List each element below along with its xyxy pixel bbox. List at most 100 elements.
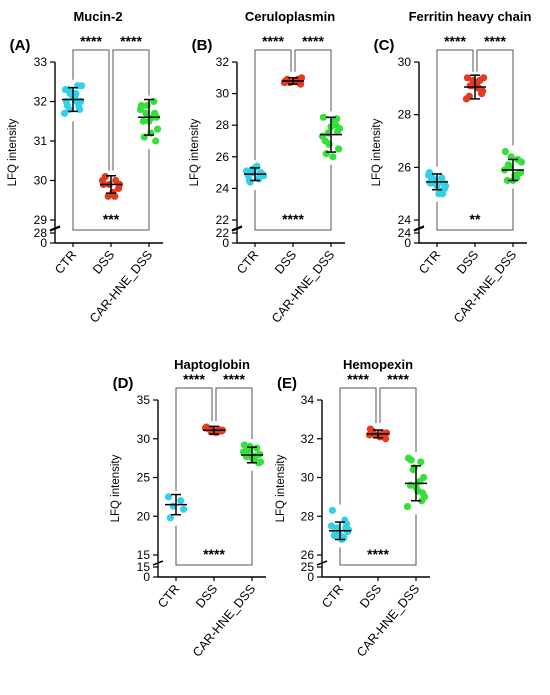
y-tick-label: 25 bbox=[137, 471, 151, 485]
y-tick-label: 30 bbox=[137, 432, 151, 446]
data-point bbox=[504, 161, 512, 169]
significance-label: **** bbox=[223, 371, 245, 387]
axis-break-mark bbox=[316, 560, 328, 566]
data-point bbox=[139, 117, 147, 125]
panel-label: (A) bbox=[10, 37, 31, 54]
y-tick-label: 0 bbox=[222, 236, 229, 250]
chart-title: Hemopexin bbox=[343, 357, 413, 372]
y-tick-label: 24 bbox=[398, 226, 412, 240]
y-tick-label: 26 bbox=[216, 150, 230, 164]
data-point bbox=[153, 125, 162, 133]
y-tick-label: 35 bbox=[137, 393, 151, 407]
data-point bbox=[142, 109, 150, 117]
y-tick-label: 32 bbox=[301, 432, 315, 446]
significance-label: **** bbox=[367, 546, 389, 562]
data-point bbox=[329, 153, 337, 161]
data-point bbox=[333, 115, 341, 123]
chart-panel-4: Haptoglobin(D)LFQ intensity1520253035150… bbox=[110, 357, 266, 660]
axis-break-mark bbox=[231, 225, 243, 231]
data-point bbox=[104, 192, 112, 200]
data-point bbox=[478, 90, 486, 98]
data-point bbox=[246, 178, 254, 186]
data-point bbox=[180, 505, 188, 513]
data-point bbox=[479, 74, 488, 82]
data-point bbox=[72, 90, 80, 98]
data-point bbox=[280, 78, 289, 87]
significance-label: **** bbox=[282, 211, 304, 227]
significance-bracket bbox=[476, 49, 514, 146]
y-tick-label: 0 bbox=[307, 570, 314, 584]
chart-title: Ferritin heavy chain bbox=[409, 9, 532, 24]
chart-panel-2: Ceruloplasmin (B) LFQ intensity 22 24 26 28 30 3… bbox=[189, 9, 345, 326]
y-tick-label: 0 bbox=[40, 236, 47, 250]
significance-bracket bbox=[294, 49, 332, 112]
y-tick-label: 0 bbox=[404, 236, 411, 250]
x-tick-label: DSS bbox=[454, 248, 481, 277]
significance-label: **** bbox=[302, 33, 324, 49]
data-point bbox=[462, 95, 471, 103]
axis-break-mark bbox=[413, 226, 425, 232]
significance-bracket bbox=[175, 470, 253, 566]
y-axis-label: LFQ intensity bbox=[275, 454, 287, 522]
chart-title: Mucin-2 bbox=[73, 9, 122, 24]
y-axis-label: LFQ intensity bbox=[110, 454, 122, 522]
y-tick-label: 22 bbox=[216, 226, 230, 240]
significance-bracket bbox=[254, 49, 292, 161]
data-point bbox=[152, 137, 160, 145]
y-tick-label: 30 bbox=[216, 87, 230, 101]
x-tick-label: DSS bbox=[357, 582, 384, 611]
data-point bbox=[382, 435, 390, 443]
y-tick-label: 30 bbox=[34, 174, 48, 188]
y-axis-label: LFQ intensity bbox=[189, 118, 201, 186]
data-point bbox=[151, 109, 159, 117]
y-tick-label: 30 bbox=[301, 471, 315, 485]
data-point bbox=[75, 101, 83, 110]
data-point bbox=[111, 192, 119, 200]
chart-panel-5: Hemopexin (E) LFQ intensity 26 28 30 32 34 250 CT… bbox=[275, 357, 430, 660]
axis-break-mark bbox=[231, 226, 243, 232]
data-point bbox=[327, 522, 336, 530]
data-point bbox=[166, 514, 174, 522]
data-point bbox=[60, 109, 69, 117]
chart-panel-3: Ferritin heavy chain (C) LFQ intensity 24 26… bbox=[371, 9, 531, 326]
y-tick-label: 34 bbox=[301, 393, 315, 407]
data-point bbox=[331, 528, 339, 536]
significance-label: **** bbox=[120, 33, 142, 49]
x-tick-label: CTR bbox=[416, 248, 443, 277]
panel-label: (D) bbox=[113, 375, 134, 392]
axis-break-mark bbox=[49, 226, 61, 232]
data-point bbox=[164, 493, 172, 501]
significance-bracket bbox=[379, 387, 417, 453]
data-point bbox=[382, 429, 391, 437]
significance-bracket bbox=[72, 121, 150, 231]
data-point bbox=[365, 431, 374, 439]
data-point bbox=[342, 524, 350, 532]
significance-bracket bbox=[339, 514, 417, 566]
significance-bracket bbox=[436, 49, 474, 167]
y-tick-label: 28 bbox=[301, 509, 315, 523]
significance-label: **** bbox=[387, 371, 409, 387]
data-point bbox=[328, 506, 336, 515]
data-point bbox=[426, 179, 434, 187]
y-axis-label: LFQ intensity bbox=[371, 118, 383, 186]
significance-label: **** bbox=[444, 33, 466, 49]
y-tick-label: 0 bbox=[143, 570, 150, 584]
data-point bbox=[403, 502, 412, 511]
y-tick-label: 32 bbox=[34, 95, 48, 109]
data-point bbox=[439, 190, 447, 198]
significance-label: **** bbox=[203, 546, 225, 562]
data-point bbox=[417, 458, 425, 466]
chart-title: Haptoglobin bbox=[174, 357, 250, 372]
data-point bbox=[136, 105, 145, 113]
data-point bbox=[77, 82, 86, 90]
y-tick-label: 26 bbox=[398, 160, 412, 174]
y-tick-label: 28 bbox=[216, 118, 230, 132]
y-tick-label: 24 bbox=[398, 213, 412, 227]
y-tick-label: 22 bbox=[216, 213, 230, 227]
significance-label: **** bbox=[262, 33, 284, 49]
significance-bracket bbox=[112, 49, 150, 171]
data-point bbox=[419, 489, 427, 497]
y-tick-label: 15 bbox=[137, 560, 151, 574]
panel-label: (B) bbox=[192, 37, 213, 54]
